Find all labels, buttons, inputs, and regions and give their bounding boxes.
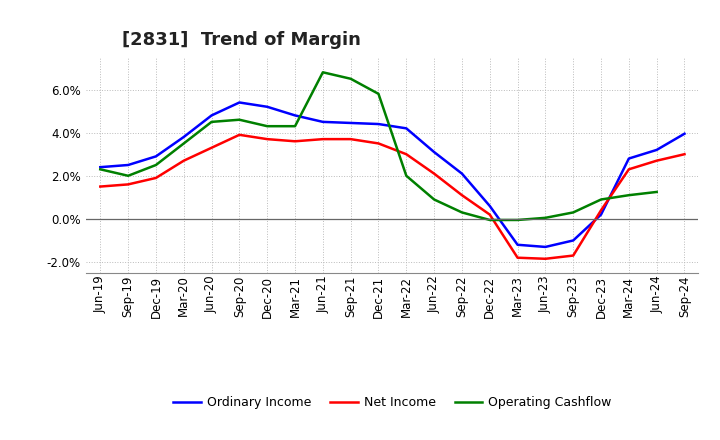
Net Income bbox=[624, 167, 633, 172]
Operating Cashflow bbox=[374, 91, 383, 96]
Net Income bbox=[458, 193, 467, 198]
Operating Cashflow bbox=[597, 197, 606, 202]
Ordinary Income bbox=[346, 120, 355, 125]
Operating Cashflow bbox=[318, 70, 327, 75]
Net Income bbox=[96, 184, 104, 189]
Ordinary Income bbox=[152, 154, 161, 159]
Net Income bbox=[152, 175, 161, 180]
Ordinary Income bbox=[624, 156, 633, 161]
Net Income bbox=[318, 136, 327, 142]
Operating Cashflow bbox=[402, 173, 410, 179]
Net Income bbox=[569, 253, 577, 258]
Operating Cashflow bbox=[569, 210, 577, 215]
Line: Net Income: Net Income bbox=[100, 135, 685, 259]
Line: Ordinary Income: Ordinary Income bbox=[100, 103, 685, 247]
Ordinary Income bbox=[179, 134, 188, 139]
Ordinary Income bbox=[402, 126, 410, 131]
Net Income bbox=[652, 158, 661, 163]
Ordinary Income bbox=[124, 162, 132, 168]
Operating Cashflow bbox=[291, 124, 300, 129]
Operating Cashflow bbox=[485, 217, 494, 223]
Ordinary Income bbox=[291, 113, 300, 118]
Ordinary Income bbox=[430, 150, 438, 155]
Ordinary Income bbox=[541, 244, 550, 249]
Ordinary Income bbox=[652, 147, 661, 153]
Legend: Ordinary Income, Net Income, Operating Cashflow: Ordinary Income, Net Income, Operating C… bbox=[168, 391, 616, 414]
Net Income bbox=[291, 139, 300, 144]
Net Income bbox=[179, 158, 188, 163]
Net Income bbox=[541, 256, 550, 261]
Net Income bbox=[680, 151, 689, 157]
Net Income bbox=[513, 255, 522, 260]
Ordinary Income bbox=[96, 165, 104, 170]
Operating Cashflow bbox=[346, 76, 355, 81]
Operating Cashflow bbox=[235, 117, 243, 122]
Operating Cashflow bbox=[96, 167, 104, 172]
Operating Cashflow bbox=[207, 119, 216, 125]
Net Income bbox=[374, 141, 383, 146]
Net Income bbox=[235, 132, 243, 137]
Ordinary Income bbox=[569, 238, 577, 243]
Ordinary Income bbox=[374, 121, 383, 127]
Net Income bbox=[207, 145, 216, 150]
Net Income bbox=[597, 208, 606, 213]
Ordinary Income bbox=[597, 212, 606, 217]
Ordinary Income bbox=[513, 242, 522, 247]
Net Income bbox=[124, 182, 132, 187]
Operating Cashflow bbox=[430, 197, 438, 202]
Net Income bbox=[263, 136, 271, 142]
Operating Cashflow bbox=[541, 215, 550, 220]
Ordinary Income bbox=[263, 104, 271, 110]
Net Income bbox=[402, 151, 410, 157]
Net Income bbox=[430, 171, 438, 176]
Operating Cashflow bbox=[652, 189, 661, 194]
Operating Cashflow bbox=[124, 173, 132, 179]
Operating Cashflow bbox=[263, 124, 271, 129]
Operating Cashflow bbox=[152, 162, 161, 168]
Ordinary Income bbox=[485, 203, 494, 209]
Operating Cashflow bbox=[624, 193, 633, 198]
Ordinary Income bbox=[318, 119, 327, 125]
Operating Cashflow bbox=[458, 210, 467, 215]
Net Income bbox=[346, 136, 355, 142]
Ordinary Income bbox=[458, 171, 467, 176]
Text: [2831]  Trend of Margin: [2831] Trend of Margin bbox=[122, 31, 361, 49]
Ordinary Income bbox=[207, 113, 216, 118]
Line: Operating Cashflow: Operating Cashflow bbox=[100, 72, 657, 220]
Net Income bbox=[485, 212, 494, 217]
Ordinary Income bbox=[680, 131, 689, 136]
Operating Cashflow bbox=[513, 217, 522, 223]
Ordinary Income bbox=[235, 100, 243, 105]
Operating Cashflow bbox=[179, 141, 188, 146]
